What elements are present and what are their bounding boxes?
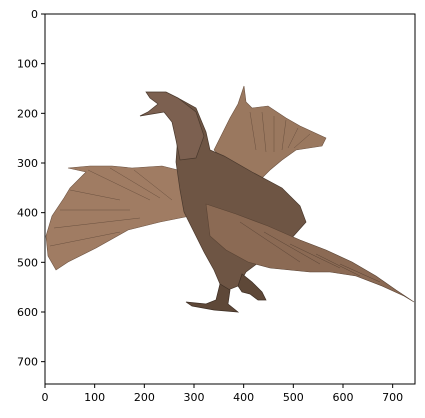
y-tick-label: 300: [17, 157, 38, 170]
x-tick-label: 500: [283, 391, 304, 404]
x-tick-label: 400: [233, 391, 254, 404]
front-wing-fold-lines: [239, 221, 381, 283]
axes: 0 100 200 300 400 500 600 700 0 100 200 300 400 500 6…: [17, 8, 416, 404]
x-tick-label: 100: [84, 391, 105, 404]
x-ticks: 0 100 200 300 400 500 600 700: [42, 384, 403, 404]
left-wing-fold-lines: [49, 167, 173, 247]
back-wing-fold-lines: [249, 111, 311, 153]
y-tick-label: 200: [17, 107, 38, 120]
x-tick-label: 700: [382, 391, 403, 404]
left-wing: [45, 165, 205, 271]
y-tick-label: 500: [17, 256, 38, 269]
front-wing: [205, 203, 415, 303]
x-tick-label: 0: [42, 391, 49, 404]
y-tick-label: 700: [17, 356, 38, 369]
bird-legs: [185, 273, 267, 313]
bird-head: [139, 91, 205, 161]
y-tick-label: 600: [17, 306, 38, 319]
origami-bird-photo: [45, 85, 415, 313]
y-tick-label: 100: [17, 58, 38, 71]
x-tick-label: 600: [332, 391, 353, 404]
x-tick-label: 200: [134, 391, 155, 404]
y-tick-label: 0: [31, 8, 38, 21]
x-tick-label: 300: [183, 391, 204, 404]
y-tick-label: 400: [17, 207, 38, 220]
axes-frame: [44, 13, 416, 385]
y-ticks: 0 100 200 300 400 500 600 700: [17, 8, 45, 369]
